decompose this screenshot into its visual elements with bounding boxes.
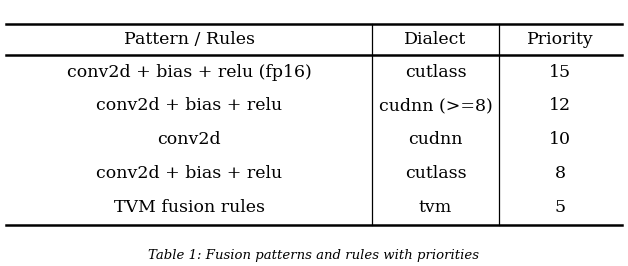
Text: conv2d + bias + relu: conv2d + bias + relu: [96, 165, 283, 182]
Text: Dialect: Dialect: [404, 31, 467, 48]
Text: cutlass: cutlass: [404, 64, 467, 81]
Text: cudnn: cudnn: [408, 131, 463, 148]
Text: cudnn (>=8): cudnn (>=8): [379, 97, 492, 114]
Text: cutlass: cutlass: [404, 165, 467, 182]
Text: 12: 12: [549, 97, 571, 114]
Text: 5: 5: [555, 199, 566, 216]
Text: 8: 8: [555, 165, 566, 182]
Text: 10: 10: [549, 131, 571, 148]
Text: Priority: Priority: [527, 31, 593, 48]
Text: TVM fusion rules: TVM fusion rules: [114, 199, 265, 216]
Text: Table 1: Fusion patterns and rules with priorities: Table 1: Fusion patterns and rules with …: [148, 249, 480, 262]
Text: conv2d + bias + relu (fp16): conv2d + bias + relu (fp16): [67, 64, 311, 81]
Text: 15: 15: [549, 64, 571, 81]
Text: tvm: tvm: [419, 199, 452, 216]
Text: conv2d: conv2d: [158, 131, 221, 148]
Text: conv2d + bias + relu: conv2d + bias + relu: [96, 97, 283, 114]
Text: Pattern / Rules: Pattern / Rules: [124, 31, 255, 48]
